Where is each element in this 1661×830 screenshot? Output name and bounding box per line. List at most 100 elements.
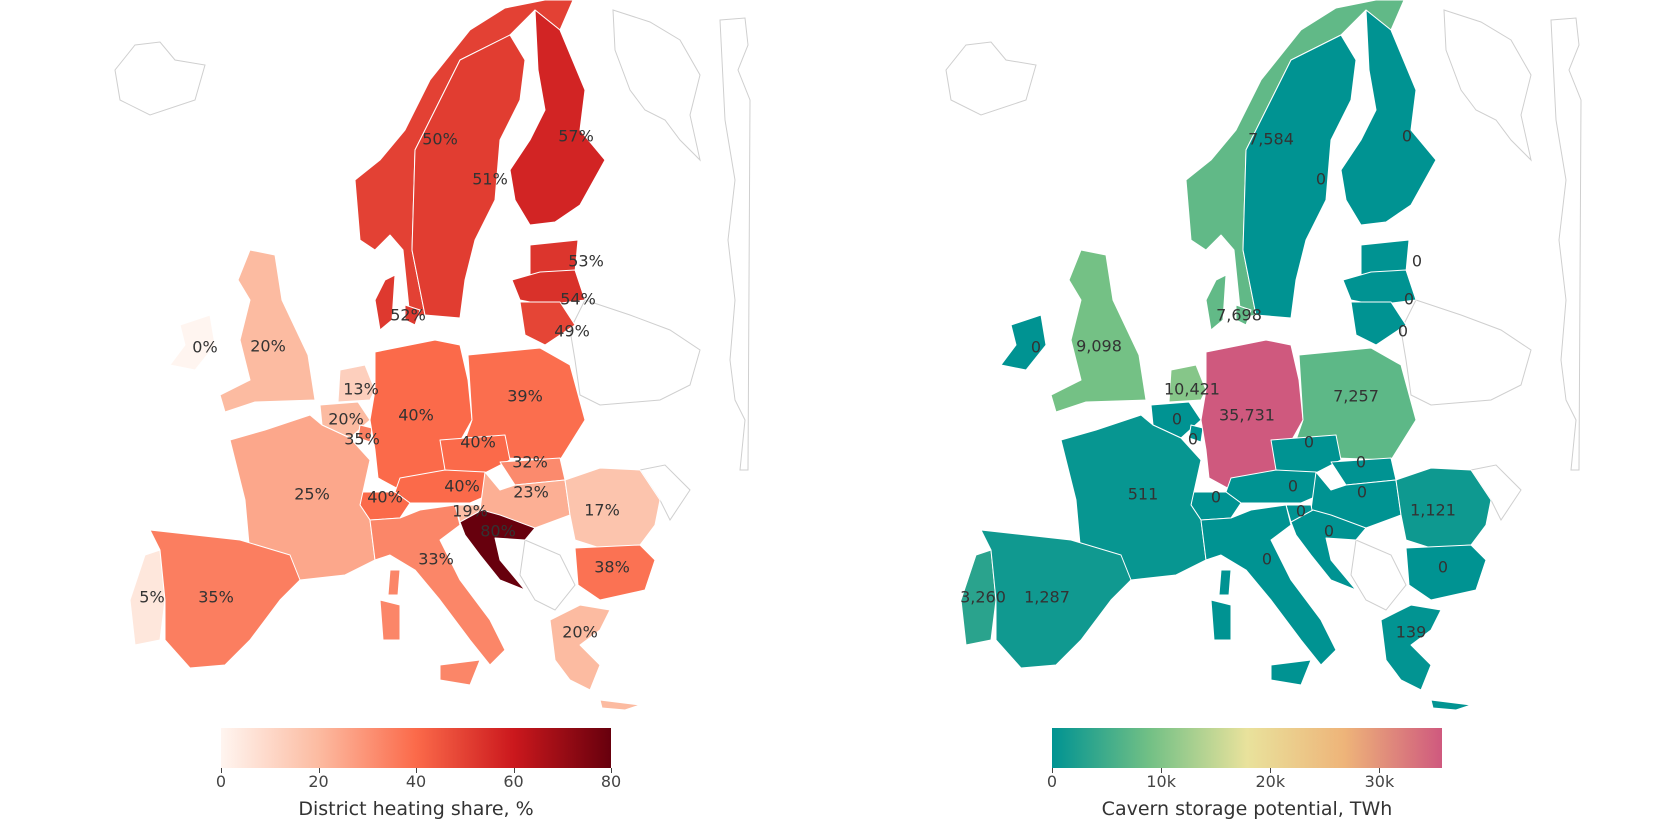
country-value-label-france: 511 — [1128, 485, 1159, 504]
country-region-netherlands — [1168, 364, 1207, 403]
country-value-label-latvia: 54% — [560, 290, 596, 309]
country-value-label-spain: 35% — [198, 588, 234, 607]
country-region-italy — [1200, 504, 1337, 686]
colorbar-tick-mark — [1052, 768, 1053, 773]
colorbar-tick-label: 0 — [1046, 772, 1058, 791]
country-region-united-kingdom — [219, 249, 316, 413]
country-region-luxembourg — [1188, 424, 1204, 443]
country-value-label-finland: 0 — [1402, 127, 1412, 146]
country-region-croatia — [1290, 509, 1367, 591]
country-value-label-italy: 33% — [418, 550, 454, 569]
country-value-label-luxembourg: 35% — [344, 430, 380, 449]
country-value-label-austria: 0 — [1288, 477, 1298, 496]
country-region-croatia — [459, 509, 536, 591]
country-region-latvia — [1342, 269, 1417, 306]
country-value-label-hungary: 0 — [1357, 483, 1367, 502]
colorbar-tick-label: 60 — [503, 772, 524, 791]
non-eu-outlines — [114, 9, 751, 611]
colorbar-tick-label: 30k — [1364, 772, 1395, 791]
colorbar-tick-mark — [221, 768, 222, 773]
colorbar-tick-label: 10k — [1146, 772, 1176, 791]
country-region-latvia — [511, 269, 586, 306]
non-eu-country-outline — [719, 17, 751, 471]
country-value-label-slovakia: 32% — [512, 453, 548, 472]
non-eu-country-outline — [612, 9, 701, 162]
non-eu-country-outline — [1443, 9, 1532, 162]
country-value-label-germany: 40% — [398, 406, 434, 425]
country-region-czechia — [1270, 434, 1342, 479]
country-region-luxembourg — [357, 424, 373, 443]
country-value-label-hungary: 23% — [513, 483, 549, 502]
country-value-label-austria: 40% — [444, 477, 480, 496]
country-value-label-slovenia: 0 — [1296, 502, 1306, 521]
country-region-finland — [509, 9, 606, 226]
eu-countries — [129, 0, 661, 711]
country-labels: 50%51%57%53%54%49%52%0% 20%13%20%35%40%39… — [139, 127, 629, 642]
country-value-label-sweden: 51% — [472, 170, 508, 189]
colorbar-tick-label: 80 — [600, 772, 622, 791]
country-value-label-slovenia: 19% — [452, 502, 488, 521]
country-value-label-slovakia: 0 — [1356, 453, 1366, 472]
non-eu-country-outline — [569, 299, 701, 406]
country-value-label-norway: 50% — [422, 130, 458, 149]
country-region-sweden — [411, 34, 526, 319]
country-value-label-ireland: 0 — [1031, 338, 1041, 357]
non-eu-country-outline — [1400, 299, 1532, 406]
country-value-label-lithuania: 49% — [554, 322, 590, 341]
country-region-italy — [369, 504, 506, 686]
country-value-label-netherlands: 13% — [343, 380, 379, 399]
district-heating-colorbar — [221, 728, 611, 768]
country-value-label-romania: 17% — [584, 501, 620, 520]
country-region-lithuania — [1350, 301, 1407, 346]
country-value-label-portugal: 3,260 — [960, 588, 1006, 607]
country-region-denmark — [1205, 274, 1252, 331]
non-eu-country-outline — [1350, 539, 1407, 611]
country-value-label-italy: 0 — [1262, 550, 1272, 569]
country-value-label-netherlands: 10,421 — [1164, 380, 1220, 399]
country-value-label-sweden: 0 — [1316, 170, 1326, 189]
colorbar-tick-mark — [1270, 768, 1272, 773]
cavern-storage-map-panel: 7,584 0 0 0 0 0 7,698 0 9,098 10,421 0 0 35,731 7,257… — [831, 0, 1661, 830]
country-value-label-croatia: 80% — [480, 522, 516, 541]
country-region-lithuania — [519, 301, 576, 346]
country-value-label-croatia: 0 — [1324, 522, 1334, 541]
country-value-label-poland: 7,257 — [1333, 387, 1379, 406]
country-region-bulgaria — [574, 544, 656, 601]
country-region-spain — [980, 529, 1132, 669]
country-region-denmark — [374, 274, 421, 331]
non-eu-country-outline — [114, 41, 206, 116]
country-region-romania — [564, 467, 661, 549]
country-value-label-switzerland: 40% — [367, 488, 403, 507]
country-region-netherlands — [337, 364, 376, 403]
country-value-label-greece: 20% — [562, 623, 598, 642]
colorbar-tick-mark — [1161, 768, 1163, 773]
country-value-label-czechia: 40% — [460, 433, 496, 452]
country-region-czechia — [439, 434, 511, 479]
country-value-label-belgium: 20% — [328, 410, 364, 429]
country-value-label-germany: 35,731 — [1219, 406, 1275, 425]
country-region-greece — [1380, 604, 1472, 711]
country-value-label-romania: 1,121 — [1410, 501, 1456, 520]
country-value-label-poland: 39% — [507, 387, 543, 406]
colorbar-tick-label: 20 — [308, 772, 329, 791]
country-value-label-luxembourg: 0 — [1188, 430, 1198, 449]
country-region-ireland — [1000, 314, 1047, 371]
country-value-label-portugal: 5% — [139, 588, 164, 607]
non-eu-country-outline — [519, 539, 576, 611]
country-region-bulgaria — [1405, 544, 1487, 601]
country-region-ireland — [169, 314, 216, 371]
country-value-label-switzerland: 0 — [1211, 488, 1221, 507]
country-value-label-ireland: 0% — [192, 338, 217, 357]
country-value-label-spain: 1,287 — [1024, 588, 1070, 607]
country-region-united-kingdom — [1050, 249, 1147, 413]
colorbar-tick-mark — [1379, 768, 1381, 773]
district-heating-map: 50%51%57%53%54%49%52%0% 20%13%20%35%40%39… — [114, 0, 751, 711]
country-value-label-belgium: 0 — [1172, 410, 1182, 429]
country-region-norway — [1185, 0, 1405, 319]
country-region-greece — [549, 604, 641, 711]
country-value-label-denmark: 52% — [390, 306, 426, 325]
cavern-storage-colorbar-title: Cavern storage potential, TWh — [1101, 798, 1393, 820]
country-value-label-united-kingdom: 20% — [250, 337, 286, 356]
